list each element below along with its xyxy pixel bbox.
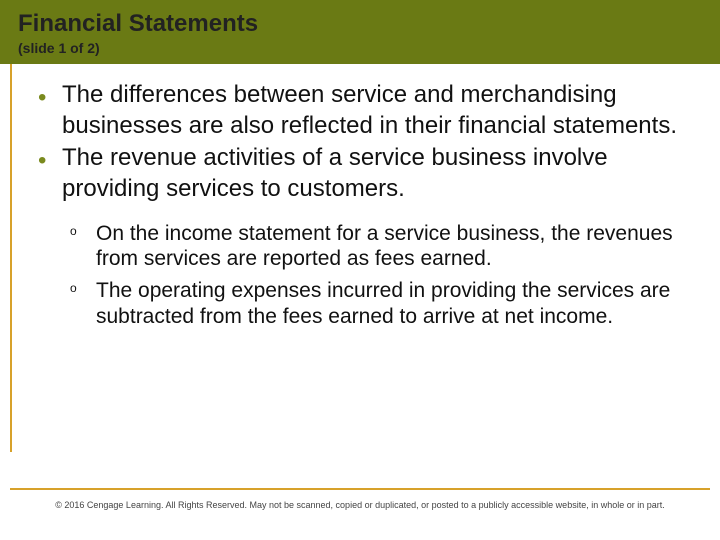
header-band: Financial Statements (slide 1 of 2): [0, 0, 720, 64]
bottom-accent-rule: [10, 488, 710, 490]
sub-bullet-item: o On the income statement for a service …: [70, 221, 692, 272]
bullet-dot-icon: •: [38, 143, 62, 173]
bullet-text: The revenue activities of a service busi…: [62, 143, 692, 204]
copyright-text: © 2016 Cengage Learning. All Rights Rese…: [0, 500, 720, 510]
sub-bullet-text: On the income statement for a service bu…: [96, 221, 692, 272]
bullet-dot-icon: •: [38, 80, 62, 110]
main-bullets: • The differences between service and me…: [0, 64, 720, 205]
bullet-item: • The differences between service and me…: [38, 80, 692, 141]
slide-title: Financial Statements: [18, 10, 702, 38]
slide-subtitle: (slide 1 of 2): [18, 40, 702, 56]
sub-bullet-item: o The operating expenses incurred in pro…: [70, 278, 692, 329]
sub-bullet-text: The operating expenses incurred in provi…: [96, 278, 692, 329]
content-area: • The differences between service and me…: [0, 64, 720, 329]
sub-bullets: o On the income statement for a service …: [0, 207, 720, 329]
sub-bullet-mark: o: [70, 221, 96, 238]
sub-bullet-mark: o: [70, 278, 96, 295]
bullet-item: • The revenue activities of a service bu…: [38, 143, 692, 204]
bullet-text: The differences between service and merc…: [62, 80, 692, 141]
left-accent-rule: [10, 64, 12, 452]
